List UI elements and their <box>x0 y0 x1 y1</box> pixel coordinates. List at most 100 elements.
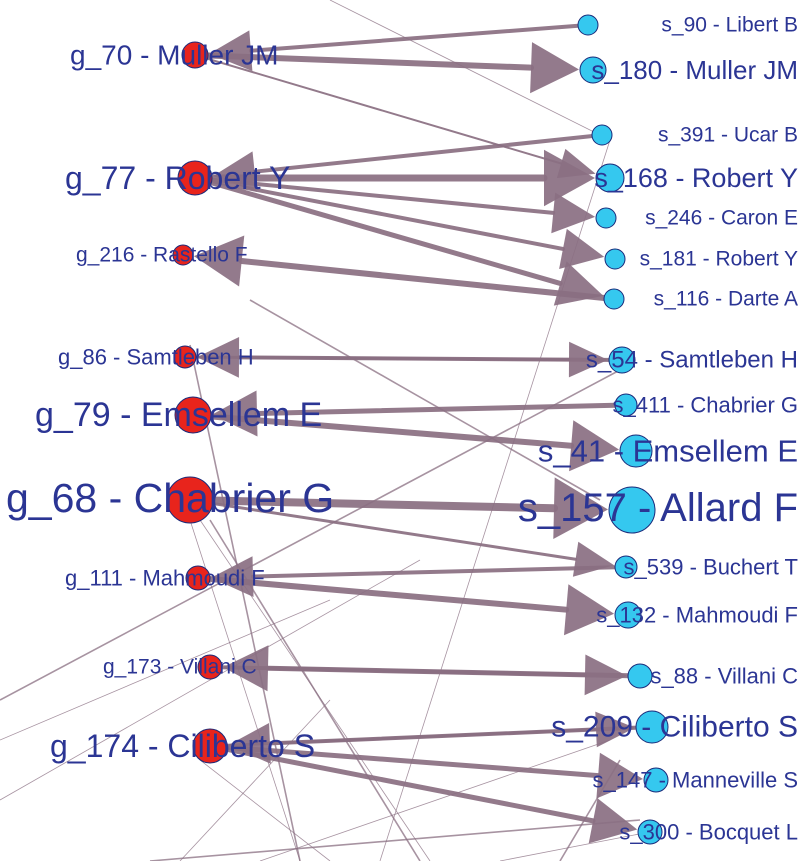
node-g68 <box>166 476 214 524</box>
label-s391: s_391 - Ucar B <box>658 124 798 147</box>
label-g70: g_70 - Muller JM <box>70 40 279 71</box>
node-layer <box>166 14 669 845</box>
background-edge-line <box>499 829 661 861</box>
background-edge-line <box>149 819 641 861</box>
label-s411: s_411 - Chabrier G <box>613 393 798 418</box>
node-g111 <box>185 565 211 591</box>
node-g86 <box>173 345 197 369</box>
node-s88 <box>627 663 653 689</box>
node-g77 <box>177 160 213 196</box>
node-g216 <box>172 244 194 266</box>
arrowhead-g70-s180 <box>530 42 579 94</box>
arrowhead-g173-s88 <box>584 654 627 696</box>
edge-g174-s147 <box>207 743 601 779</box>
label-s54: s_54 - Samtleben H <box>586 347 798 374</box>
edge-g70-s168 <box>194 54 563 165</box>
arrowhead-s411-g79 <box>212 390 258 437</box>
node-s391 <box>591 124 613 146</box>
edge-g111-s132 <box>195 575 570 613</box>
edge-layer <box>183 23 654 844</box>
label-g77: g_77 - Robert Y <box>65 160 290 196</box>
edge-g173-s88 <box>208 665 588 677</box>
edge-s90-g70 <box>248 23 590 53</box>
edge-g68-s539 <box>188 498 578 561</box>
label-layer: g_70 - Muller JM g_77 - Robert Y g_216 - R… <box>6 14 798 845</box>
arrowhead-g68-s157 <box>553 477 608 539</box>
label-s157: s_157 - Allard F <box>518 486 798 530</box>
label-s116: s_116 - Darte A <box>654 288 798 311</box>
node-s54 <box>608 346 636 374</box>
arrowhead-g86-s54 <box>568 341 608 378</box>
edge-g77-s181 <box>193 176 565 251</box>
node-s411 <box>614 393 638 417</box>
label-s181: s_181 - Robert Y <box>640 248 798 271</box>
label-g79: g_79 - Emsellem E <box>35 396 322 434</box>
node-s209 <box>635 710 669 744</box>
label-s168: s_168 - Robert Y <box>594 163 798 193</box>
label-g173: g_173 - Villani C <box>103 656 257 679</box>
label-g174: g_174 - Ciliberto S <box>50 728 315 764</box>
edge-s116-g216 <box>238 257 617 302</box>
label-s209: s_209 - Ciliberto S <box>551 711 798 744</box>
node-s147 <box>643 767 669 793</box>
arrowhead-g68-s539 <box>572 541 615 577</box>
edge-g174-s300 <box>207 743 596 824</box>
arrowhead-g174-s209 <box>595 711 635 748</box>
background-edge-line <box>179 699 331 861</box>
arrowhead-g174-s300 <box>588 798 638 844</box>
node-s168 <box>595 163 625 193</box>
background-edge-line <box>199 759 331 861</box>
background-edge-line <box>189 344 301 861</box>
arrowhead-g174-s147 <box>596 752 643 799</box>
node-s181 <box>604 248 626 270</box>
node-s300 <box>637 819 663 845</box>
label-g86: g_86 - Samtleben H <box>58 345 254 370</box>
label-s90: s_90 - Libert B <box>661 14 798 37</box>
node-s41 <box>619 434 653 468</box>
node-s539 <box>614 555 638 579</box>
label-s41: s_41 - Emsellem E <box>538 434 798 469</box>
node-g79 <box>174 396 212 434</box>
background-edge-line <box>249 299 601 501</box>
node-s90 <box>577 14 599 36</box>
edge-s411-g79 <box>254 402 629 417</box>
background-edge-line <box>0 559 421 801</box>
arrowhead-g77-s168 <box>544 149 595 207</box>
label-g111: g_111 - Mahmoudi F <box>65 566 265 591</box>
edge-s391-g77 <box>252 133 604 174</box>
edge-g174-s209 <box>208 727 598 748</box>
node-g173 <box>197 654 223 680</box>
label-s88: s_88 - Villani C <box>650 664 798 689</box>
label-s300: s_300 - Bocquet L <box>619 820 798 845</box>
node-g174 <box>192 728 228 764</box>
label-g68: g_68 - Chabrier G <box>6 475 334 521</box>
label-s180: s_180 - Muller JM <box>591 55 798 85</box>
arrowhead-s90-g70 <box>209 30 253 72</box>
background-edge-line <box>0 369 621 701</box>
arrowhead-s539-g111 <box>211 556 254 597</box>
label-g216: g_216 - Rastello F <box>76 244 248 267</box>
arrowhead-g79-s41 <box>569 420 620 472</box>
edge-g68-s157 <box>186 496 559 513</box>
edge-g77-s116 <box>192 175 563 286</box>
node-g70 <box>181 41 209 69</box>
arrowhead-g77-s246 <box>551 192 596 234</box>
background-edge-line <box>0 599 331 741</box>
edge-g86-s54 <box>183 355 571 362</box>
node-s246 <box>595 207 617 229</box>
arrowhead-g77-s181 <box>559 228 605 269</box>
edge-g77-s246 <box>193 176 556 215</box>
edge-s539-g111 <box>250 565 628 579</box>
background-edges <box>0 0 661 861</box>
label-s246: s_246 - Caron E <box>645 207 798 230</box>
arrowhead-s116-g216 <box>193 235 245 287</box>
edge-g79-s41 <box>190 412 575 449</box>
label-s539: s_539 - Buchert T <box>624 555 798 580</box>
node-s157 <box>608 486 656 534</box>
edge-g70-s180 <box>192 52 535 71</box>
label-s132: s_132 - Mahmoudi F <box>596 603 798 628</box>
node-s116 <box>603 288 625 310</box>
label-s147: s_147 - Manneville S <box>593 768 798 793</box>
arrowhead-g111-s132 <box>564 584 615 636</box>
background-edge-line <box>259 739 611 861</box>
